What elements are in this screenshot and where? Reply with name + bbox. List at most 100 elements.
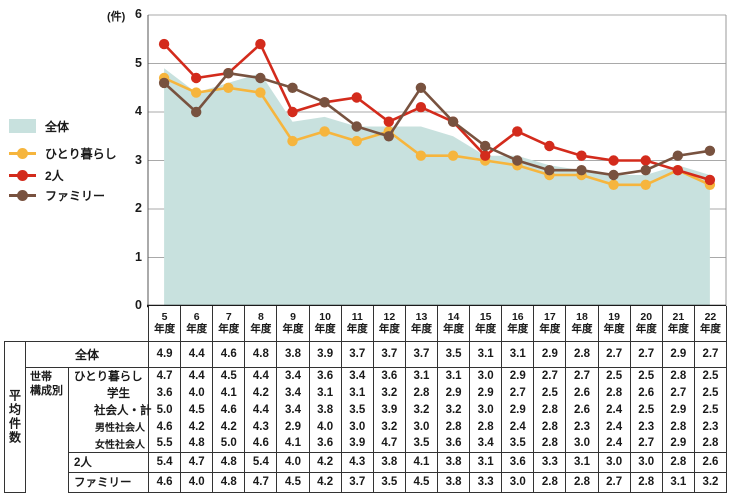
table-cell: 3.1 xyxy=(661,471,695,493)
table-cell: 2.9 xyxy=(469,384,503,401)
legend-label: ファミリー xyxy=(45,188,106,203)
table-cell: 4.3 xyxy=(244,418,278,435)
table-cell: 5.4 xyxy=(244,451,278,473)
table-cell: 4.5 xyxy=(212,367,246,384)
table-cell: 2.7 xyxy=(661,384,695,401)
y-tick-label: 2 xyxy=(135,201,142,215)
data-point xyxy=(255,72,266,84)
y-axis-unit-label: (件) xyxy=(107,11,126,23)
table-cell: 2.8 xyxy=(469,418,503,435)
y-tick-label: 5 xyxy=(135,55,142,70)
table-cell: 2.3 xyxy=(565,418,599,435)
year-column-header: 10 年度 xyxy=(308,306,342,342)
year-column-header: 17 年度 xyxy=(533,306,567,342)
table-cell: 2.8 xyxy=(597,384,631,401)
legend-label: 2人 xyxy=(45,168,64,183)
data-point xyxy=(319,126,330,137)
table-cell: 2.8 xyxy=(533,401,567,418)
table-cell: 2.7 xyxy=(629,340,663,368)
table-cell: 4.7 xyxy=(180,451,214,473)
data-point xyxy=(158,38,170,50)
table-cell: 2.3 xyxy=(693,418,728,435)
table-cell: 3.6 xyxy=(148,384,182,401)
table-cell: 3.8 xyxy=(308,401,342,418)
table-cell: 3.1 xyxy=(501,340,535,368)
data-point xyxy=(191,72,202,84)
year-column-header: 13 年度 xyxy=(404,306,439,342)
data-point xyxy=(158,77,170,89)
table-cell: 4.0 xyxy=(180,384,214,401)
table-cell: 2.8 xyxy=(629,471,663,493)
data-point xyxy=(351,92,362,103)
table-cell: 2.9 xyxy=(276,418,310,435)
data-point xyxy=(608,169,619,181)
table-cell: 2.8 xyxy=(661,451,695,473)
table-cell: 2.5 xyxy=(629,367,663,384)
data-point xyxy=(287,106,298,118)
series-area-zentai xyxy=(164,68,710,306)
table-cell: 5.4 xyxy=(148,451,182,473)
table-cell: 3.4 xyxy=(276,401,310,418)
table-cell: 4.2 xyxy=(308,471,342,493)
table-cell: 3.0 xyxy=(597,451,631,473)
table-cell: 3.8 xyxy=(437,471,471,493)
year-column-header: 22 年度 xyxy=(693,306,728,342)
table-cell: 2.8 xyxy=(437,418,471,435)
data-point xyxy=(672,150,683,161)
data-point xyxy=(672,165,683,176)
table-cell: 2.9 xyxy=(533,340,567,368)
table-cell: 3.1 xyxy=(437,367,471,384)
table-cell: 3.6 xyxy=(437,435,471,452)
table-cell: 2.7 xyxy=(501,384,535,401)
data-point xyxy=(447,150,459,161)
data-point xyxy=(544,165,555,176)
table-cell: 3.5 xyxy=(437,340,471,368)
y-tick-label: 0 xyxy=(135,298,142,312)
table-cell: 4.6 xyxy=(148,418,182,435)
table-group-label: 世帯 構成別 xyxy=(25,367,69,492)
legend-line-dot-icon xyxy=(9,168,36,182)
table-cell: 4.2 xyxy=(180,418,214,435)
legend-line-dot-icon xyxy=(9,188,36,202)
data-point xyxy=(480,150,491,161)
data-point xyxy=(576,150,587,161)
table-cell: 3.0 xyxy=(340,418,374,435)
table-cell: 2.4 xyxy=(597,435,631,452)
data-point xyxy=(480,140,491,152)
table-cell: 3.4 xyxy=(340,367,374,384)
table-cell: 2.8 xyxy=(565,471,599,493)
table-cell: 4.5 xyxy=(276,471,310,493)
table-cell: 3.1 xyxy=(565,451,599,473)
y-tick-label: 4 xyxy=(135,104,142,118)
table-cell: 3.7 xyxy=(372,340,406,368)
year-column-header: 6 年度 xyxy=(180,306,214,342)
data-point xyxy=(287,82,298,94)
table-cell: 4.8 xyxy=(212,451,246,473)
table-cell: 2.4 xyxy=(501,418,535,435)
table-cell: 2.9 xyxy=(661,340,695,368)
table-cell: 4.4 xyxy=(180,340,214,368)
table-cell: 4.8 xyxy=(212,471,246,493)
data-point xyxy=(640,179,651,190)
table-cell: 2.8 xyxy=(404,384,439,401)
data-point xyxy=(415,150,427,161)
year-column-header: 14 年度 xyxy=(437,306,471,342)
data-point xyxy=(447,116,459,127)
table-cell: 2.5 xyxy=(533,384,567,401)
table-cell: 4.4 xyxy=(244,401,278,418)
table-cell: 3.8 xyxy=(437,451,471,473)
y-tick-label: 1 xyxy=(135,249,142,264)
data-point xyxy=(223,68,234,79)
table-cell: 4.2 xyxy=(212,418,246,435)
table-cell: 4.8 xyxy=(244,340,278,368)
table-cell: 3.0 xyxy=(629,451,663,473)
table-cell: 2.9 xyxy=(661,435,695,452)
data-point xyxy=(319,97,330,108)
table-cell: 2.8 xyxy=(533,418,567,435)
table-cell: 2.8 xyxy=(661,418,695,435)
data-point xyxy=(544,140,555,152)
table-cell: 2.4 xyxy=(597,401,631,418)
table-cell: 4.6 xyxy=(148,471,182,493)
table-cell: 3.0 xyxy=(565,435,599,452)
